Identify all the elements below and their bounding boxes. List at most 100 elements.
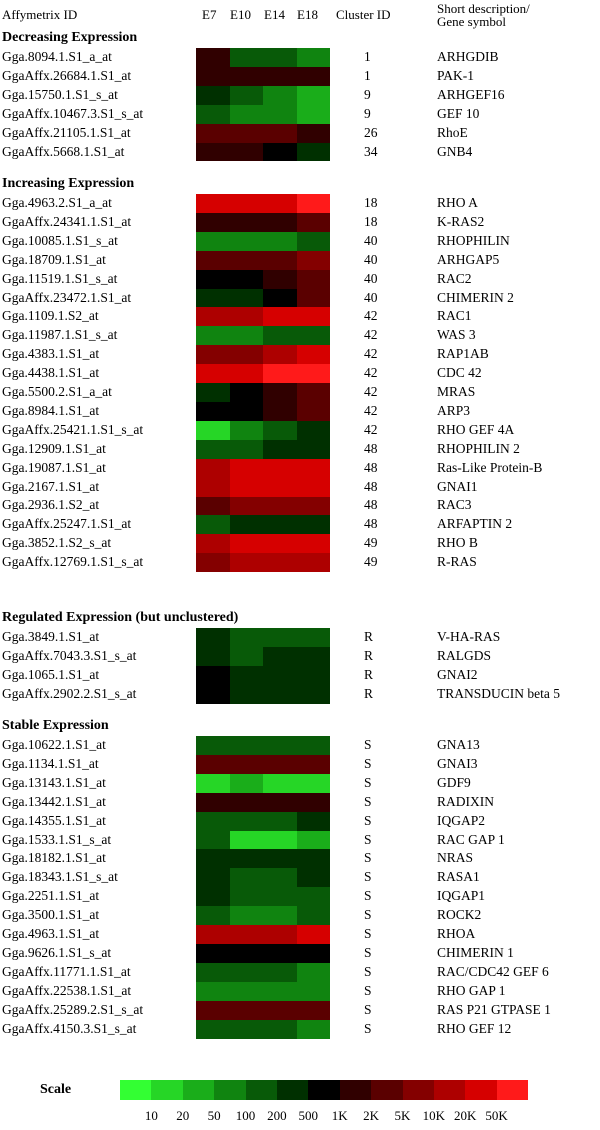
heatmap-row <box>196 773 330 793</box>
cluster-id-label: S <box>364 944 372 960</box>
cluster-id-label: 48 <box>364 497 378 513</box>
heatmap-row <box>196 212 330 232</box>
heatmap-cell-e10 <box>229 194 263 213</box>
heatmap-cell-e7 <box>196 773 230 793</box>
heatmap-cell-e7 <box>196 754 230 774</box>
heatmap-cell-e10 <box>229 123 263 143</box>
heatmap-row <box>196 66 330 86</box>
heatmap-cell-e7 <box>196 684 230 704</box>
heatmap-cell-e10 <box>229 515 263 535</box>
heatmap-cell-e14 <box>263 383 297 402</box>
heatmap-row <box>196 1019 330 1039</box>
heatmap-row <box>196 830 330 850</box>
heatmap-row <box>196 515 330 535</box>
heatmap-cell-e7 <box>196 665 230 685</box>
heatmap-row <box>196 142 330 162</box>
heatmap-cell-e14 <box>263 364 297 384</box>
cluster-id-label: 26 <box>364 124 378 140</box>
affymetrix-id-label: Gga.4963.1.S1_at <box>2 926 100 941</box>
gene-symbol-label: RAC1 <box>437 308 472 324</box>
heatmap-row <box>196 811 330 831</box>
cluster-id-label: 42 <box>364 365 378 381</box>
heatmap-cell-e10 <box>229 553 263 573</box>
heatmap-row <box>196 868 330 888</box>
heatmap-block-regulated-expression-but-unclustered <box>196 628 330 704</box>
affymetrix-id-label: Gga.15750.1.S1_s_at <box>2 86 118 102</box>
heatmap-cell-e10 <box>229 85 263 105</box>
heatmap-cell-e18 <box>296 104 330 124</box>
scale-swatch <box>433 1080 466 1100</box>
heatmap-row <box>196 646 330 666</box>
cluster-id-label: S <box>364 850 372 866</box>
heatmap-cell-e18 <box>296 85 330 105</box>
affymetrix-id-label: Gga.14355.1.S1_at <box>2 812 106 828</box>
section-title-increasing-expression: Increasing Expression <box>2 176 135 191</box>
affymetrix-id-label: Gga.1134.1.S1_at <box>2 755 99 771</box>
heatmap-cell-e18 <box>296 345 330 365</box>
cluster-id-label: 9 <box>364 105 371 121</box>
heatmap-cell-e7 <box>196 383 230 402</box>
heatmap-cell-e10 <box>229 887 263 907</box>
heatmap-cell-e14 <box>263 345 297 365</box>
cluster-id-label: 1 <box>364 67 371 83</box>
heatmap-cell-e14 <box>263 1019 297 1039</box>
heatmap-row <box>196 288 330 308</box>
affymetrix-id-label: Gga.1533.1.S1_s_at <box>2 831 112 847</box>
heatmap-cell-e10 <box>229 628 263 647</box>
heatmap-cell-e14 <box>263 496 297 516</box>
heatmap-cell-e10 <box>229 646 263 666</box>
gene-symbol-label: CHIMERIN 2 <box>437 289 514 305</box>
affymetrix-id-label: Gga.2936.1.S2_at <box>2 497 100 513</box>
gene-symbol-label: GNAI2 <box>437 666 478 682</box>
heatmap-cell-e18 <box>296 142 330 162</box>
heatmap-cell-e10 <box>229 307 263 327</box>
gene-symbol-label: IQGAP2 <box>437 812 486 828</box>
affymetrix-id-label: GgaAffx.24341.1.S1_at <box>2 213 132 229</box>
section-title-stable-expression: Stable Expression <box>2 718 109 733</box>
gene-symbol-label: RHO GEF 12 <box>437 1020 512 1036</box>
heatmap-row <box>196 553 330 573</box>
affymetrix-id-label: Gga.1109.1.S2_at <box>2 308 99 324</box>
heatmap-cell-e14 <box>263 307 297 327</box>
heatmap-cell-e10 <box>229 1019 263 1039</box>
heatmap-cell-e7 <box>196 439 230 459</box>
gene-symbol-label: RALGDS <box>437 647 492 663</box>
affymetrix-id-label: GgaAffx.12769.1.S1_s_at <box>2 554 144 570</box>
affymetrix-id-label: Gga.5500.2.S1_a_at <box>2 384 112 399</box>
heatmap-cell-e7 <box>196 981 230 1001</box>
heatmap-cell-e18 <box>296 307 330 327</box>
heatmap-cell-e18 <box>296 212 330 232</box>
heatmap-row <box>196 736 330 755</box>
heatmap-cell-e7 <box>196 736 230 755</box>
heatmap-cell-e14 <box>263 792 297 812</box>
heatmap-cell-e7 <box>196 496 230 516</box>
heatmap-cell-e14 <box>263 123 297 143</box>
gene-symbol-label: GNAI3 <box>437 755 478 771</box>
heatmap-cell-e10 <box>229 439 263 459</box>
heatmap-row <box>196 85 330 105</box>
heatmap-cell-e14 <box>263 868 297 888</box>
heatmap-cell-e7 <box>196 515 230 535</box>
gene-symbol-label: GDF9 <box>437 774 471 790</box>
gene-symbol-label: ARHGAP5 <box>437 251 500 267</box>
scale-bar <box>120 1080 529 1100</box>
cluster-id-label: R <box>364 685 374 701</box>
affymetrix-id-label: Gga.13442.1.S1_at <box>2 793 106 809</box>
cluster-id-label: S <box>364 812 372 828</box>
scale-tick-label: 20K <box>454 1108 477 1123</box>
gene-symbol-label: TRANSDUCIN beta 5 <box>437 685 560 701</box>
heatmap-cell-e18 <box>296 123 330 143</box>
heatmap-cell-e10 <box>229 250 263 270</box>
heatmap-cell-e14 <box>263 1000 297 1020</box>
gene-symbol-label: CHIMERIN 1 <box>437 944 514 960</box>
gene-symbol-label: R-RAS <box>437 554 477 570</box>
heatmap-cell-e10 <box>229 943 263 963</box>
heatmap-cell-e18 <box>296 943 330 963</box>
gene-symbol-label: ARP3 <box>437 402 471 418</box>
heatmap-row <box>196 326 330 346</box>
cluster-id-label: S <box>364 1001 372 1017</box>
heatmap-cell-e7 <box>196 477 230 497</box>
heatmap-cell-e10 <box>229 811 263 831</box>
heatmap-cell-e14 <box>263 439 297 459</box>
heatmap-cell-e14 <box>263 534 297 554</box>
